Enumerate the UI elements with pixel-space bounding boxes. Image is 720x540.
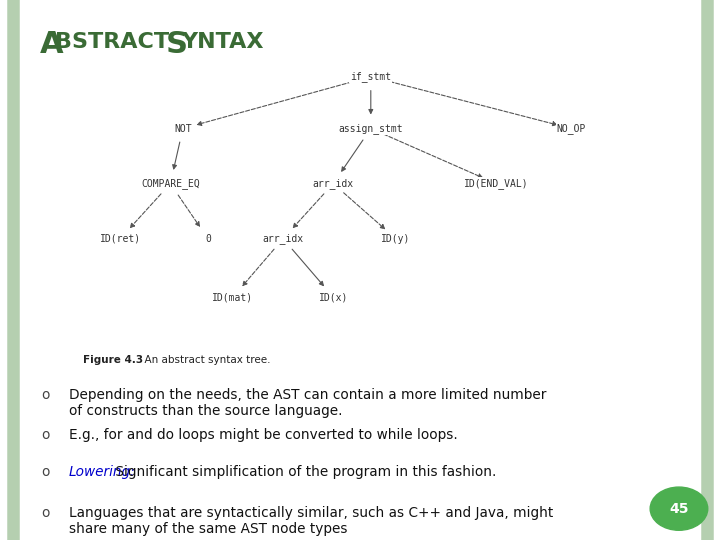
Text: 0: 0 <box>205 234 211 244</box>
Text: A: A <box>40 30 63 59</box>
Text: COMPARE_EQ: COMPARE_EQ <box>141 178 199 189</box>
Text: NOT: NOT <box>174 124 192 133</box>
Text: ID(x): ID(x) <box>318 292 348 302</box>
Text: Depending on the needs, the AST can contain a more limited number
of constructs : Depending on the needs, the AST can cont… <box>68 388 546 418</box>
Text: o: o <box>41 428 50 442</box>
FancyArrowPatch shape <box>384 134 482 178</box>
Text: Figure 4.3: Figure 4.3 <box>83 355 143 365</box>
Text: arr_idx: arr_idx <box>263 233 304 244</box>
Text: 45: 45 <box>669 502 689 516</box>
FancyArrowPatch shape <box>384 80 557 126</box>
Text: assign_stmt: assign_stmt <box>338 123 403 134</box>
FancyArrowPatch shape <box>293 194 324 227</box>
FancyArrowPatch shape <box>178 195 199 226</box>
Text: if_stmt: if_stmt <box>350 71 392 82</box>
Text: arr_idx: arr_idx <box>312 178 354 189</box>
FancyArrowPatch shape <box>130 194 161 227</box>
Text: YNTAX: YNTAX <box>181 32 264 52</box>
Text: ID(y): ID(y) <box>381 234 410 244</box>
FancyArrowPatch shape <box>173 142 180 169</box>
FancyArrowPatch shape <box>343 193 384 228</box>
FancyArrowPatch shape <box>342 140 363 171</box>
Text: Lowering:: Lowering: <box>68 464 135 478</box>
Text: NO_OP: NO_OP <box>557 123 586 134</box>
FancyArrowPatch shape <box>243 249 274 286</box>
Text: An abstract syntax tree.: An abstract syntax tree. <box>138 355 270 365</box>
Text: BSTRACT: BSTRACT <box>55 32 170 52</box>
FancyArrowPatch shape <box>292 249 323 286</box>
Text: o: o <box>41 464 50 478</box>
Text: Significant simplification of the program in this fashion.: Significant simplification of the progra… <box>112 464 497 478</box>
Text: ID(END_VAL): ID(END_VAL) <box>464 178 528 189</box>
Circle shape <box>650 487 708 530</box>
Text: ID(mat): ID(mat) <box>212 292 253 302</box>
Text: E.g., for and do loops might be converted to while loops.: E.g., for and do loops might be converte… <box>68 428 457 442</box>
FancyArrowPatch shape <box>197 80 357 125</box>
Text: S: S <box>166 30 188 59</box>
Text: o: o <box>41 388 50 402</box>
FancyArrowPatch shape <box>369 91 373 113</box>
Text: ID(ret): ID(ret) <box>99 234 141 244</box>
Text: Languages that are syntactically similar, such as C++ and Java, might
share many: Languages that are syntactically similar… <box>68 506 553 536</box>
Text: o: o <box>41 506 50 520</box>
